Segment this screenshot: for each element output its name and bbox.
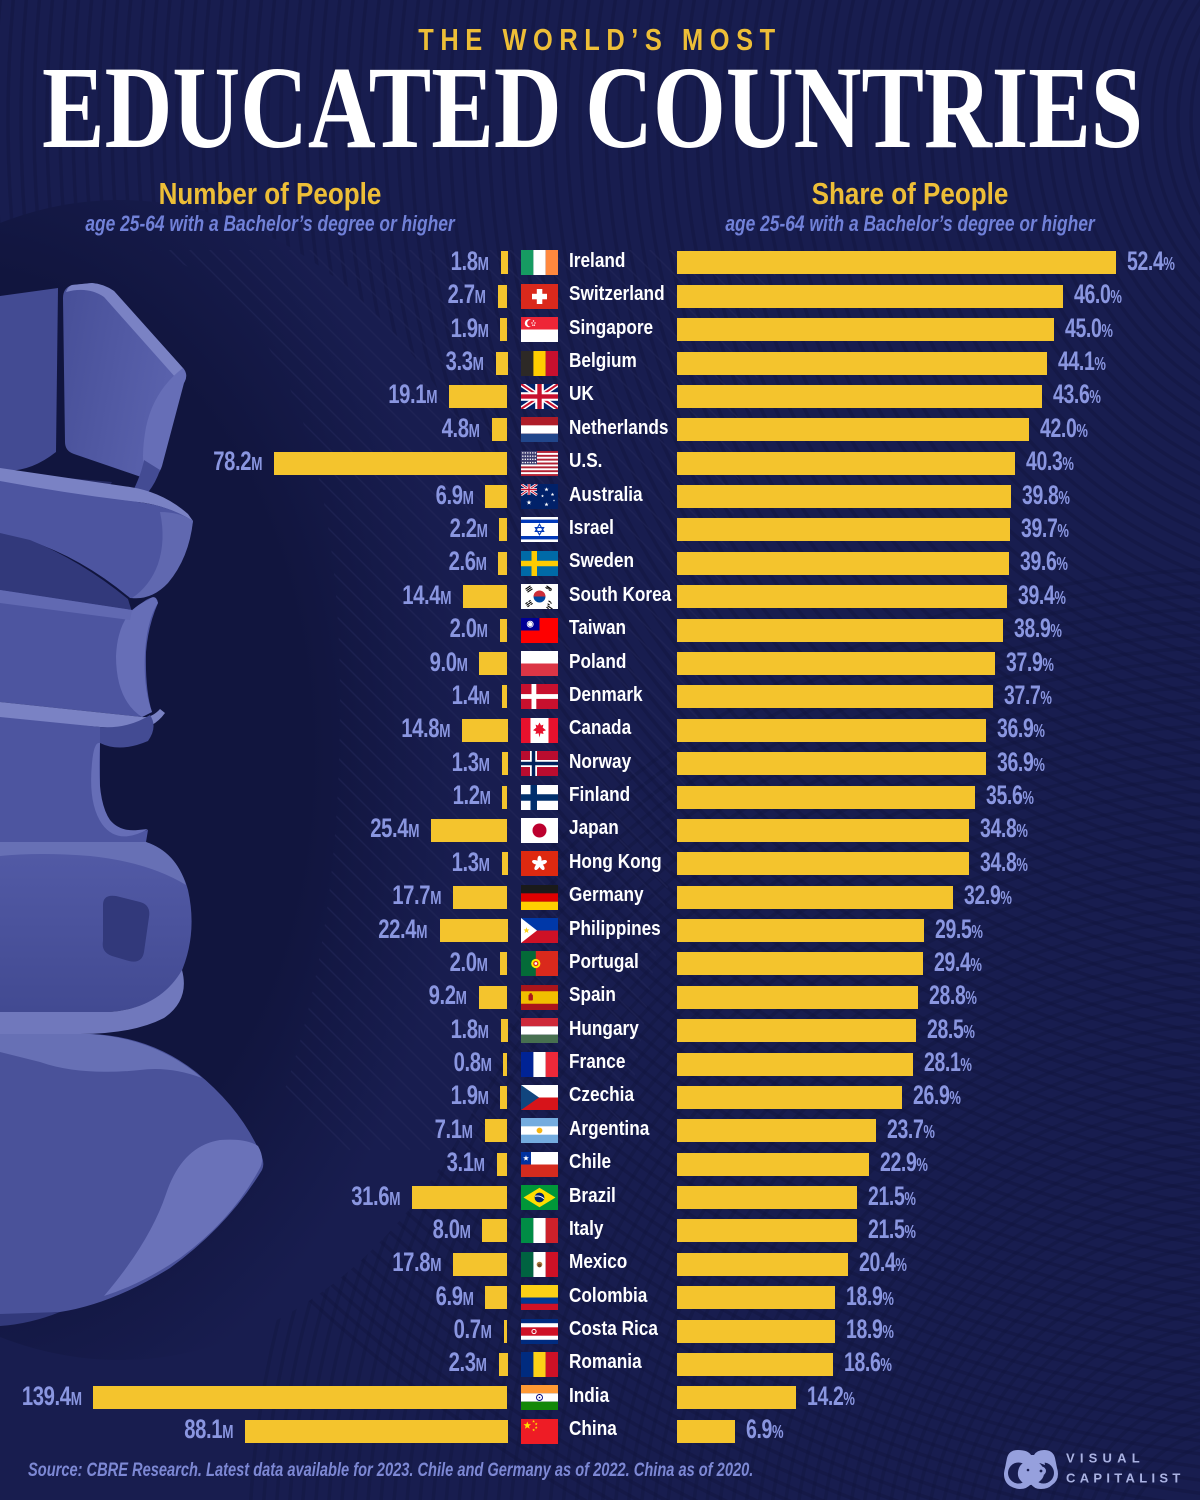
svg-text:VISUAL: VISUAL [1066,1451,1145,1466]
svg-text:EDUCATED COUNTRIES: EDUCATED COUNTRIES [42,42,1143,170]
svg-text:CAPITALIST: CAPITALIST [1066,1471,1185,1486]
